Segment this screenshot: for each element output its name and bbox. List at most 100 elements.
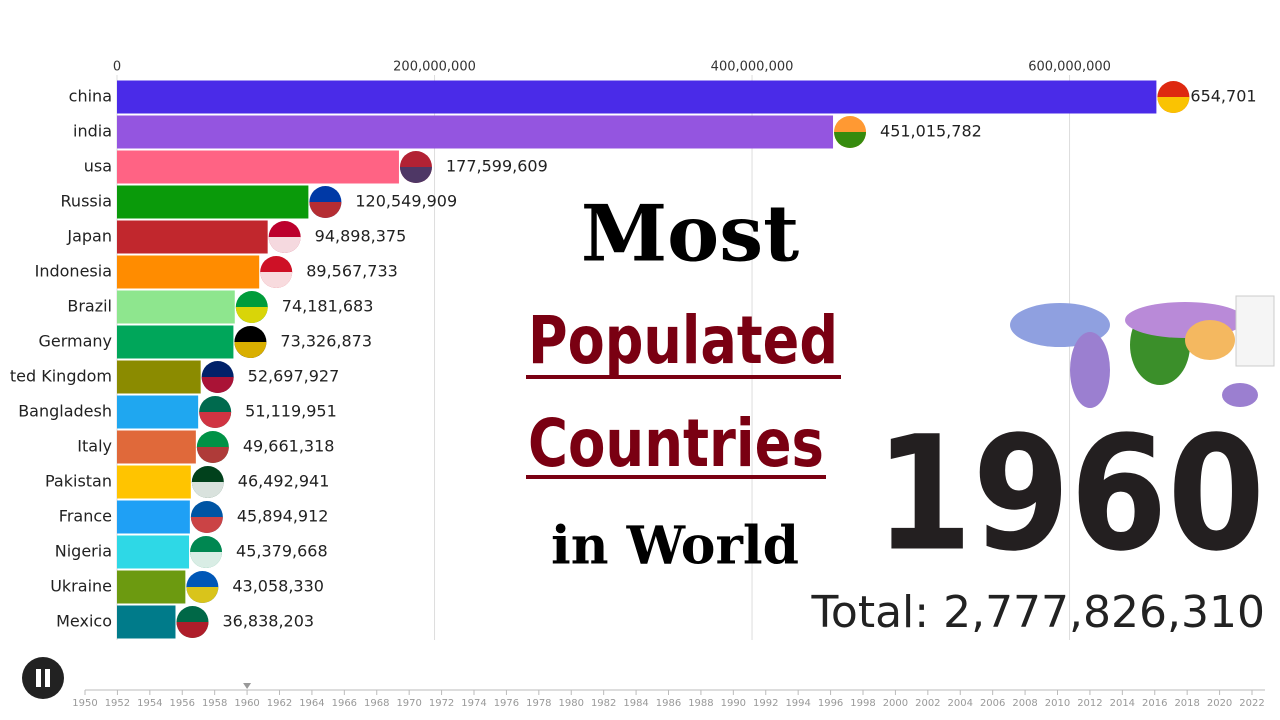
x-tick-label: 0 [113, 60, 121, 75]
title-line: Most [581, 189, 799, 280]
timeline-tick-label: 1968 [364, 698, 389, 709]
timeline-tick-label: 1966 [332, 698, 357, 709]
bar [117, 535, 190, 569]
flag [260, 272, 293, 288]
bar [117, 605, 176, 639]
bar [117, 255, 260, 289]
category-label: china [69, 87, 112, 106]
value-label: 89,567,733 [306, 262, 398, 281]
timeline-tick-label: 1956 [170, 698, 195, 709]
flag [190, 517, 223, 533]
title-line: Populated [528, 302, 838, 379]
value-label: 94,898,375 [315, 227, 407, 246]
category-label: Japan [66, 227, 112, 246]
bar [117, 360, 201, 394]
flag [1157, 97, 1190, 113]
flag [176, 622, 209, 638]
timeline-tick-label: 1992 [753, 698, 778, 709]
timeline-tick-label: 1960 [234, 698, 259, 709]
title-line: Countries [528, 405, 824, 482]
timeline-tick-label: 1984 [623, 698, 648, 709]
x-tick-label: 600,000,000 [1028, 60, 1111, 75]
bar [117, 80, 1157, 114]
x-tick-label: 200,000,000 [393, 60, 476, 75]
flag [191, 482, 224, 498]
category-label: Mexico [56, 612, 112, 631]
value-label: 45,894,912 [237, 507, 329, 526]
timeline-tick-label: 1976 [494, 698, 519, 709]
category-label: Russia [61, 192, 112, 211]
timeline-marker [243, 683, 252, 689]
category-label: Ukraine [50, 577, 112, 596]
title-line: in World [551, 516, 799, 577]
category-label: Indonesia [35, 262, 112, 281]
bar [117, 395, 199, 429]
flag [201, 377, 234, 393]
flag [199, 412, 232, 428]
bar [117, 325, 234, 359]
timeline-tick-label: 2004 [948, 698, 973, 709]
value-label: 45,379,668 [236, 542, 328, 561]
timeline-tick-label: 1988 [688, 698, 713, 709]
timeline-tick-label: 2010 [1045, 698, 1070, 709]
bar [117, 185, 309, 219]
timeline-tick-label: 1972 [429, 698, 454, 709]
timeline-tick-label: 2000 [883, 698, 908, 709]
category-label: india [73, 122, 112, 141]
flag [190, 552, 223, 568]
flag [235, 307, 268, 323]
value-label: 74,181,683 [282, 297, 374, 316]
bar [117, 115, 834, 149]
timeline-tick-label: 1990 [721, 698, 746, 709]
value-label: 451,015,782 [880, 122, 982, 141]
play-button[interactable] [22, 657, 64, 699]
timeline-tick-label: 1996 [818, 698, 843, 709]
timeline-tick-label: 1982 [591, 698, 616, 709]
category-label: Bangladesh [18, 402, 112, 421]
category-label: usa [84, 157, 112, 176]
timeline-tick-label: 1986 [656, 698, 681, 709]
timeline-tick-label: 1954 [137, 698, 162, 709]
bar [117, 220, 268, 254]
flag [196, 447, 229, 463]
year-label: 1960 [875, 402, 1265, 586]
value-label: 177,599,609 [446, 157, 548, 176]
timeline-tick-label: 2020 [1207, 698, 1232, 709]
timeline-tick-label: 1974 [461, 698, 486, 709]
flag [309, 202, 342, 218]
world-map [1010, 295, 1275, 408]
category-label: Brazil [67, 297, 112, 316]
bar [117, 465, 191, 499]
timeline-tick-label: 2008 [1012, 698, 1037, 709]
flag [268, 237, 301, 253]
value-label: 654,701 [1190, 87, 1256, 106]
timeline-tick-label: 1950 [72, 698, 97, 709]
timeline-tick-label: 1994 [785, 698, 810, 709]
pause-icon [45, 669, 50, 687]
bar [117, 430, 196, 464]
timeline-tick-label: 2002 [915, 698, 940, 709]
category-label: Pakistan [45, 472, 112, 491]
category-label: Italy [77, 437, 112, 456]
bar [117, 500, 190, 534]
category-label: France [59, 507, 112, 526]
timeline-tick-label: 2012 [1077, 698, 1102, 709]
value-label: 52,697,927 [248, 367, 340, 386]
category-label: Germany [38, 332, 112, 351]
timeline-tick-label: 1978 [526, 698, 551, 709]
timeline-tick-label: 2014 [1110, 698, 1135, 709]
value-label: 120,549,909 [355, 192, 457, 211]
timeline-tick-label: 2006 [980, 698, 1005, 709]
timeline-tick-label: 1962 [267, 698, 292, 709]
x-tick-label: 400,000,000 [711, 60, 794, 75]
timeline-tick-label: 1998 [850, 698, 875, 709]
flag [834, 132, 867, 148]
timeline-tick-label: 2022 [1239, 698, 1264, 709]
timeline-tick-label: 1952 [105, 698, 130, 709]
bar [117, 150, 399, 184]
timeline-tick-label: 1970 [396, 698, 421, 709]
timeline-tick-label: 2016 [1142, 698, 1167, 709]
bar [117, 570, 186, 604]
timeline-tick-label: 1964 [299, 698, 324, 709]
